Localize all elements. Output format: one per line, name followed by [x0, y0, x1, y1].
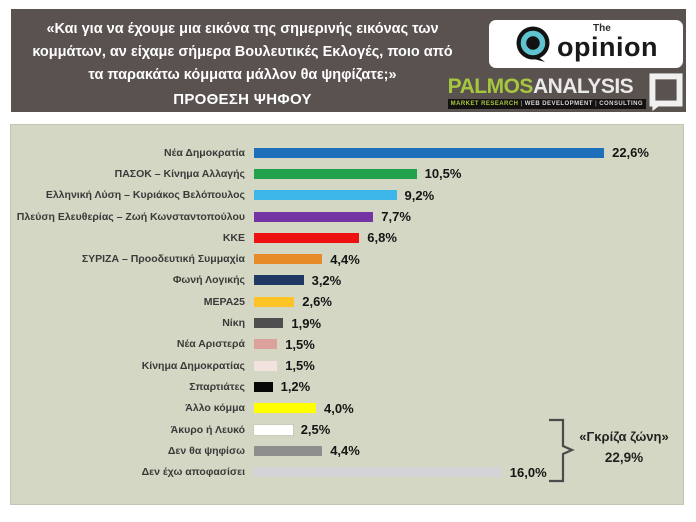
grey-zone-brace — [549, 418, 575, 483]
bar-label: Δεν θα ψηφίσω — [167, 444, 245, 457]
tagline-separator: | — [518, 101, 525, 107]
bar-value: 6,8% — [367, 230, 397, 246]
bar — [254, 360, 278, 371]
bar-value: 4,4% — [330, 251, 360, 267]
question-line: κομμάτων, αν είχαμε σήμερα Βουλευτικές Ε… — [32, 44, 453, 60]
bar — [254, 296, 295, 307]
survey-question: «Και για να έχουμε μια εικόνα της σημερι… — [11, 9, 474, 112]
bar-label: Άλλο κόμμα — [185, 402, 245, 415]
bar — [254, 168, 417, 179]
bar-row: Νέα Αριστερά 1,5% — [11, 334, 683, 355]
question-line: τα παρακάτω κόμματα μάλλον θα ψηφίζατε;» — [88, 67, 397, 83]
bar-label: Δεν έχω αποφασίσει — [141, 466, 245, 479]
palmos-analysis-logo: PALMOSANALYSIS MARKET RESEARCH | WEB DEV… — [447, 73, 683, 112]
tagline-separator: | — [592, 101, 600, 107]
bar-label: Πλεύση Ελευθερίας – Ζωή Κωνσταντοπούλου — [16, 210, 245, 223]
logos-block: The opinion PALMOSANALYSIS MARKET RESEAR… — [447, 9, 686, 112]
bar-row: Δεν θα ψηφίσω 4,4% — [11, 440, 683, 461]
bar-label: ΜΕΡΑ25 — [203, 295, 245, 308]
tagline-item: CONSULTING — [599, 101, 643, 107]
bar — [254, 211, 374, 222]
bar — [254, 445, 323, 456]
bar — [254, 190, 397, 201]
palmos-wordmark: PALMOSANALYSIS MARKET RESEARCH | WEB DEV… — [447, 76, 646, 109]
chart-title: ΠΡΟΘΕΣΗ ΨΗΦΟΥ — [173, 91, 312, 108]
bar-value: 1,9% — [291, 315, 322, 331]
palmos-secondary-label: ANALYSIS — [532, 75, 634, 98]
the-opinion-logo: The opinion — [489, 20, 683, 68]
bar-row: Ελληνική Λύση – Κυριάκος Βελόπουλος 9,2% — [11, 185, 683, 206]
opinion-name-label: opinion — [557, 31, 658, 62]
bar-value: 3,2% — [311, 272, 342, 288]
opinion-prefix-label: The — [593, 22, 611, 34]
bar — [254, 147, 605, 158]
bar-label: Ελληνική Λύση – Κυριάκος Βελόπουλος — [45, 189, 245, 202]
bar-value: 7,7% — [381, 209, 411, 225]
bar-value: 1,5% — [285, 358, 315, 374]
bar-value: 16,0% — [509, 464, 547, 480]
bar-value: 1,2% — [280, 379, 311, 395]
grey-zone-label: «Γκρίζα ζώνη» — [579, 429, 669, 444]
tagline-item: WEB DEVELOPMENT — [524, 101, 593, 107]
bar — [254, 254, 323, 265]
bar-value: 22,6% — [612, 145, 649, 161]
bar — [254, 381, 273, 392]
bar-label: Σπαρτιάτες — [189, 380, 245, 393]
bar-row: Φωνή Λογικής 3,2% — [11, 270, 683, 291]
palmos-name-label: PALMOSANALYSIS — [448, 76, 646, 97]
bar-label: Νέα Αριστερά — [176, 338, 245, 351]
bar-value: 1,5% — [285, 336, 315, 352]
bar-label: Νέα Δημοκρατία — [164, 146, 245, 159]
bar — [254, 403, 316, 414]
opinion-bubble-icon — [516, 26, 550, 62]
bar-row: Νίκη 1,9% — [11, 312, 683, 333]
chart-panel: Νέα Δημοκρατία 22,6% ΠΑΣΟΚ – Κίνημα Αλλαγή… — [10, 124, 684, 505]
header-banner: «Και για να έχουμε μια εικόνα της σημερι… — [11, 9, 686, 112]
bar-value: 4,0% — [324, 400, 354, 416]
bar — [254, 339, 278, 350]
bar-row: Κίνημα Δημοκρατίας 1,5% — [11, 355, 683, 376]
bar-label: ΠΑΣΟΚ – Κίνημα Αλλαγής — [114, 167, 245, 180]
bar-row: Πλεύση Ελευθερίας – Ζωή Κωνσταντοπούλου 7… — [11, 206, 683, 227]
grey-zone-value: 22,9% — [604, 450, 644, 465]
bar-label: ΚΚΕ — [222, 231, 245, 244]
bar-row: ΚΚΕ 6,8% — [11, 227, 683, 248]
bar-row: Σπαρτιάτες 1,2% — [11, 376, 683, 397]
bar-value: 9,2% — [404, 187, 435, 203]
bar-row: Δεν έχω αποφασίσει 16,0% — [11, 461, 683, 482]
palmos-square-icon — [649, 73, 683, 112]
grey-zone-annotation: «Γκρίζα ζώνη» 22,9% — [568, 428, 680, 467]
bar — [253, 423, 294, 436]
bar-value: 10,5% — [424, 166, 462, 182]
bar-value: 2,6% — [302, 294, 332, 310]
bar-value: 4,4% — [330, 443, 360, 459]
bar-row: ΜΕΡΑ25 2,6% — [11, 291, 683, 312]
palmos-tagline: MARKET RESEARCH | WEB DEVELOPMENT | CONS… — [447, 99, 646, 109]
bar-row: ΣΥΡΙΖΑ – Προοδευτική Συμμαχία 4,4% — [11, 248, 683, 269]
bar — [254, 318, 284, 329]
bar-row: ΠΑΣΟΚ – Κίνημα Αλλαγής 10,5% — [11, 163, 683, 184]
tagline-item: MARKET RESEARCH — [450, 101, 519, 107]
bar — [254, 275, 304, 286]
bar-label: Φωνή Λογικής — [172, 274, 245, 287]
bar — [254, 232, 360, 243]
bar-row: Άκυρο ή Λευκό 2,5% — [11, 419, 683, 440]
bar-label: ΣΥΡΙΖΑ – Προοδευτική Συμμαχία — [81, 253, 245, 266]
bar-label: Άκυρο ή Λευκό — [170, 423, 245, 436]
palmos-primary-label: PALMOS — [447, 75, 534, 98]
question-line: «Και για να έχουμε μια εικόνα της σημερι… — [46, 21, 439, 37]
bar-row: Άλλο κόμμα 4,0% — [11, 398, 683, 419]
bar — [254, 467, 502, 478]
bar-row: Νέα Δημοκρατία 22,6% — [11, 142, 683, 163]
bar-label: Νίκη — [222, 317, 245, 330]
bar-rows: Νέα Δημοκρατία 22,6% ΠΑΣΟΚ – Κίνημα Αλλαγή… — [11, 125, 683, 483]
bar-label: Κίνημα Δημοκρατίας — [141, 359, 245, 372]
bar-value: 2,5% — [300, 422, 331, 437]
opinion-wordmark: The opinion — [557, 23, 658, 62]
